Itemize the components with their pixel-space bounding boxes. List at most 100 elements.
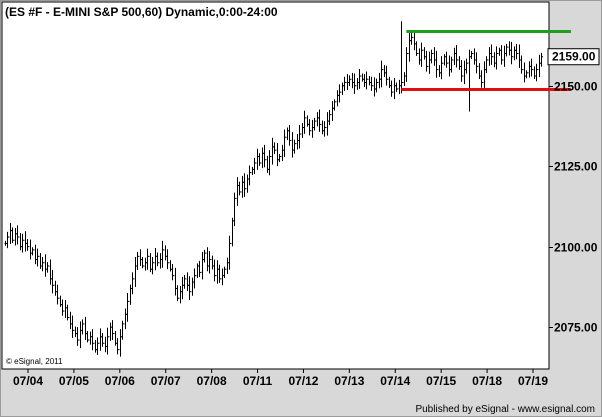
ohlc-bar xyxy=(31,247,34,256)
ohlc-bar xyxy=(223,266,226,278)
y-tick-label: 2125.00 xyxy=(554,160,598,174)
x-tick-label: 07/18 xyxy=(472,374,502,388)
ohlc-bar xyxy=(375,78,378,93)
ohlc-bar xyxy=(111,320,114,340)
ohlc-bar xyxy=(208,251,211,274)
ohlc-bar xyxy=(535,63,538,82)
ohlc-bar xyxy=(515,43,518,60)
ohlc-bar xyxy=(338,84,341,103)
x-tick-label: 07/11 xyxy=(243,374,273,388)
publisher-credit: Published by eSignal - www.esignal.com xyxy=(415,404,595,415)
ohlc-bar xyxy=(475,52,478,74)
x-tick-label: 07/07 xyxy=(151,374,181,388)
ohlc-bar xyxy=(268,150,271,176)
ohlc-bar xyxy=(455,45,458,68)
ohlc-bar xyxy=(183,274,186,289)
ohlc-bar xyxy=(258,153,261,166)
ohlc-bar xyxy=(318,109,321,132)
ohlc-bar xyxy=(288,124,291,146)
ohlc-bar xyxy=(293,139,296,154)
ohlc-bar xyxy=(66,304,69,321)
x-tick-label: 07/08 xyxy=(197,374,227,388)
ohlc-bar xyxy=(440,56,443,80)
ohlc-bar xyxy=(96,337,99,355)
ohlc-bar xyxy=(343,76,346,91)
ohlc-bar xyxy=(495,46,498,70)
last-price-label: 2159.00 xyxy=(552,50,596,64)
ohlc-bar xyxy=(395,82,398,92)
ohlc-bar xyxy=(470,50,473,60)
ohlc-bar xyxy=(56,284,59,305)
ohlc-bar xyxy=(116,338,119,355)
ohlc-bar xyxy=(385,65,388,86)
ohlc-bar xyxy=(530,58,533,77)
ohlc-bar xyxy=(313,117,316,131)
ohlc-bar xyxy=(303,110,306,134)
ohlc-bar xyxy=(248,165,251,186)
y-tick-label: 2075.00 xyxy=(554,321,598,335)
ohlc-bar xyxy=(193,268,196,289)
last-price-box: 2159.00 xyxy=(547,48,600,66)
ohlc-bar xyxy=(71,315,74,338)
ohlc-bar xyxy=(390,80,393,97)
ohlc-bar xyxy=(161,240,164,268)
ohlc-bar xyxy=(278,153,281,163)
ohlc-bar xyxy=(131,272,134,295)
ohlc-bar xyxy=(353,73,356,94)
ohlc-bar xyxy=(505,43,508,57)
ohlc-bar xyxy=(420,42,423,67)
ohlc-bar xyxy=(61,299,64,316)
ohlc-bar xyxy=(156,252,159,267)
x-tick-label: 07/06 xyxy=(105,374,135,388)
ohlc-bar xyxy=(400,21,403,94)
ohlc-bar xyxy=(91,329,94,351)
ohlc-bar xyxy=(121,320,124,340)
ohlc-bar xyxy=(166,249,169,270)
ohlc-bar xyxy=(11,227,14,244)
x-tick-label: 07/15 xyxy=(426,374,456,388)
chart-title: (ES #F - E-MINI S&P 500,60) Dynamic,0:00… xyxy=(5,5,278,19)
ohlc-bar xyxy=(450,56,453,73)
ohlc-bar xyxy=(41,256,44,272)
x-tick-label: 07/04 xyxy=(13,374,43,388)
ohlc-bar xyxy=(228,235,231,270)
ohlc-bar xyxy=(46,262,49,273)
ohlc-bar xyxy=(51,269,54,294)
ohlc-bar xyxy=(308,119,311,136)
ohlc-bar xyxy=(151,256,154,275)
x-tick-label: 07/14 xyxy=(380,374,410,388)
ohlc-bar xyxy=(16,225,19,245)
ohlc-bar xyxy=(410,32,413,45)
ohlc-bar xyxy=(480,70,483,88)
ohlc-bar xyxy=(415,41,418,56)
ohlc-bar xyxy=(328,110,331,126)
ohlc-bar xyxy=(333,99,336,111)
ohlc-bar xyxy=(198,260,201,278)
ohlc-bar xyxy=(510,41,513,65)
ohlc-bar xyxy=(238,181,241,196)
ohlc-bar xyxy=(81,319,84,335)
ohlc-bar xyxy=(430,49,433,64)
ohlc-bar xyxy=(323,121,326,137)
ohlc-bar xyxy=(188,276,191,300)
ohlc-bar xyxy=(171,264,174,281)
plot-area xyxy=(1,1,550,370)
ohlc-bar xyxy=(358,68,361,89)
ohlc-bar xyxy=(21,233,24,253)
ohlc-bar xyxy=(405,47,408,82)
ohlc-bar xyxy=(283,129,286,158)
ohlc-bar xyxy=(460,59,463,82)
ohlc-bar xyxy=(26,238,29,251)
ohlc-bar xyxy=(101,332,104,347)
ohlc-bar xyxy=(146,248,149,270)
ohlc-bar xyxy=(525,70,528,79)
ohlc-bar xyxy=(445,51,448,68)
ohlc-bar xyxy=(485,56,488,74)
x-tick-label: 07/12 xyxy=(288,374,318,388)
ohlc-bar xyxy=(218,264,221,283)
ohlc-bar xyxy=(298,124,301,149)
x-tick-label: 07/19 xyxy=(518,374,548,388)
ohlc-bar xyxy=(213,259,216,282)
